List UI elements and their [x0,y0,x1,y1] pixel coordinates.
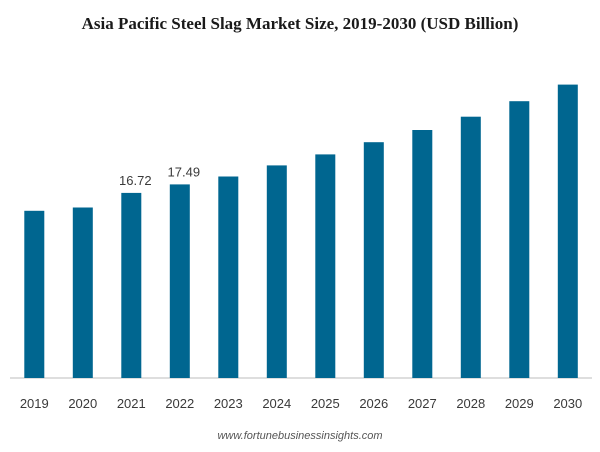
x-tick-label-2023: 2023 [214,396,243,411]
bar-2026 [363,142,384,378]
x-tick-label-2030: 2030 [553,396,582,411]
bar-2028 [460,116,481,378]
x-tick-label-2026: 2026 [359,396,388,411]
bar-2027 [412,130,433,378]
source-credit: www.fortunebusinessinsights.com [217,430,383,442]
x-tick-label-2028: 2028 [456,396,485,411]
x-tick-label-2022: 2022 [165,396,194,411]
bar-2024 [266,165,287,378]
data-label-2022: 17.49 [168,164,201,179]
bar-2021 [121,192,142,378]
chart-title: Asia Pacific Steel Slag Market Size, 201… [81,14,519,33]
bar-2029 [509,101,530,378]
data-label-2021: 16.72 [119,173,152,188]
bar-2030 [557,84,578,378]
x-tick-label-2025: 2025 [311,396,340,411]
bar-2025 [315,154,336,378]
bar-2019 [24,210,45,378]
bar-2022 [169,184,190,378]
x-tick-label-2029: 2029 [505,396,534,411]
x-tick-label-2020: 2020 [68,396,97,411]
x-tick-label-2021: 2021 [117,396,146,411]
bar-2023 [218,176,239,378]
x-tick-label-2019: 2019 [20,396,49,411]
bar-2020 [72,207,93,378]
x-tick-label-2024: 2024 [262,396,291,411]
x-tick-label-2027: 2027 [408,396,437,411]
